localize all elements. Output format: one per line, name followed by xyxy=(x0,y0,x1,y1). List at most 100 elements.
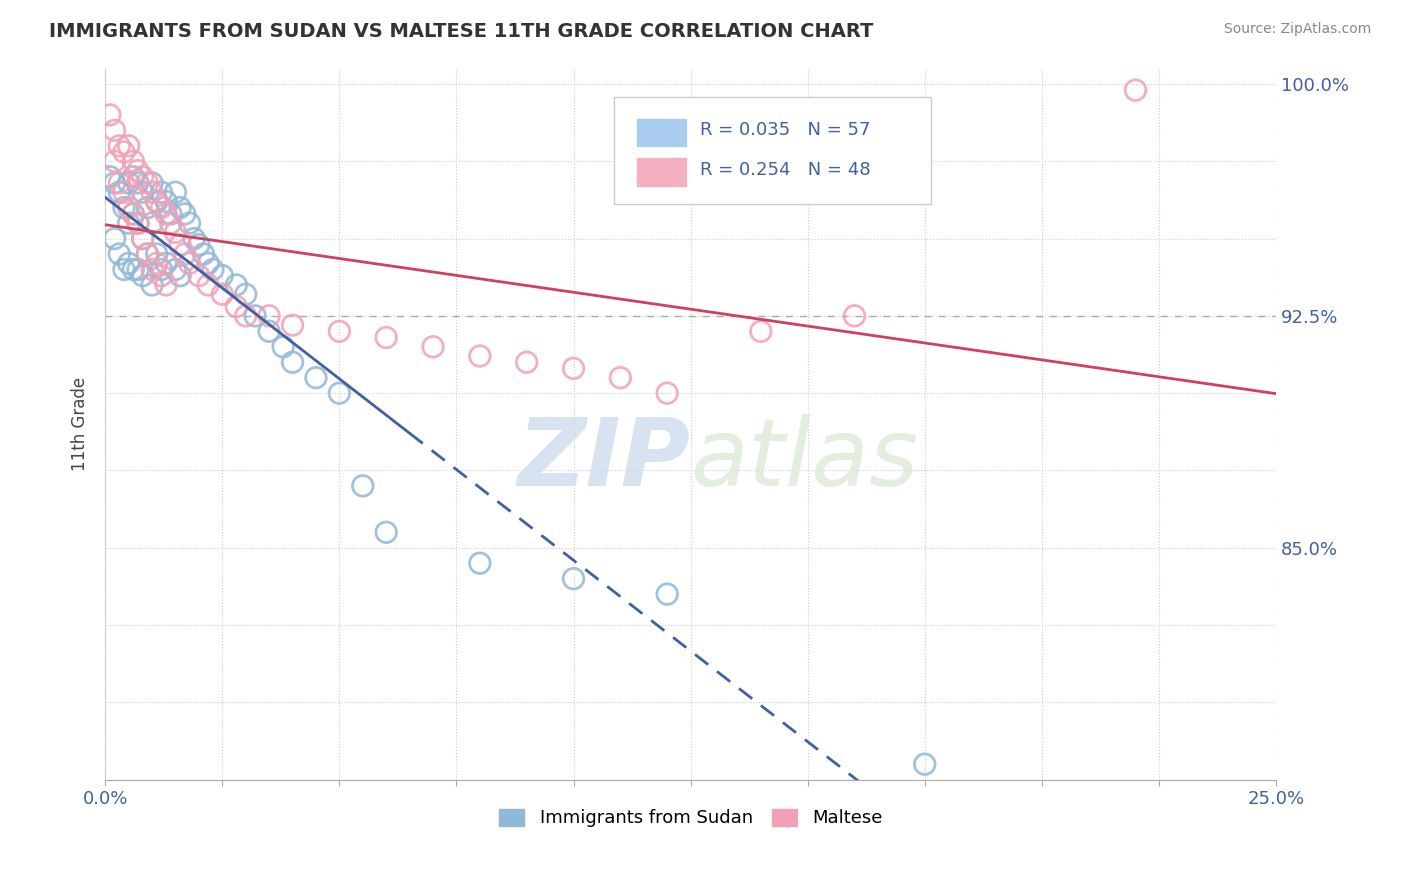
Point xyxy=(103,154,125,169)
Point xyxy=(187,268,209,283)
Point xyxy=(225,300,247,314)
Point xyxy=(131,231,153,245)
Point xyxy=(179,256,201,270)
Text: Source: ZipAtlas.com: Source: ZipAtlas.com xyxy=(1223,22,1371,37)
Point xyxy=(127,262,149,277)
Point xyxy=(150,201,173,215)
Point xyxy=(243,309,266,323)
Point xyxy=(108,247,131,261)
Point xyxy=(352,479,374,493)
Point xyxy=(422,340,444,354)
Point xyxy=(117,216,139,230)
Point xyxy=(103,123,125,137)
Point xyxy=(281,355,304,369)
Point xyxy=(173,247,195,261)
Point xyxy=(914,757,936,772)
Point xyxy=(141,262,163,277)
Point xyxy=(127,216,149,230)
Point xyxy=(197,277,219,292)
FancyBboxPatch shape xyxy=(614,97,931,203)
Point xyxy=(141,176,163,190)
Point xyxy=(145,247,167,261)
Point xyxy=(122,262,145,277)
Point xyxy=(271,340,294,354)
Point xyxy=(562,361,585,376)
Point xyxy=(145,194,167,209)
Point xyxy=(257,324,280,338)
Point xyxy=(197,256,219,270)
Point xyxy=(211,287,233,301)
FancyBboxPatch shape xyxy=(636,157,688,187)
Point xyxy=(155,277,177,292)
Point xyxy=(122,169,145,184)
Point xyxy=(127,163,149,178)
Point xyxy=(328,324,350,338)
Point xyxy=(235,309,257,323)
Point xyxy=(159,216,181,230)
Point xyxy=(749,324,772,338)
Point xyxy=(136,201,159,215)
Point xyxy=(1125,83,1147,97)
Point xyxy=(187,237,209,252)
Point xyxy=(141,185,163,199)
Text: ZIP: ZIP xyxy=(517,414,690,506)
Point xyxy=(159,207,181,221)
Point xyxy=(211,268,233,283)
Point xyxy=(141,277,163,292)
Point xyxy=(375,330,398,344)
Point xyxy=(131,185,153,199)
Point xyxy=(117,176,139,190)
Point xyxy=(112,262,135,277)
Point xyxy=(305,370,328,384)
Point xyxy=(375,525,398,540)
Point xyxy=(122,207,145,221)
Point xyxy=(150,185,173,199)
Point xyxy=(609,370,631,384)
Point xyxy=(108,185,131,199)
Point xyxy=(145,256,167,270)
Point xyxy=(150,262,173,277)
Point xyxy=(150,268,173,283)
Point xyxy=(169,268,191,283)
Text: IMMIGRANTS FROM SUDAN VS MALTESE 11TH GRADE CORRELATION CHART: IMMIGRANTS FROM SUDAN VS MALTESE 11TH GR… xyxy=(49,22,873,41)
Point xyxy=(844,309,866,323)
Legend: Immigrants from Sudan, Maltese: Immigrants from Sudan, Maltese xyxy=(491,801,890,835)
Point xyxy=(257,309,280,323)
Point xyxy=(468,556,491,570)
Point xyxy=(165,262,187,277)
Point xyxy=(225,277,247,292)
Point xyxy=(193,247,215,261)
Point xyxy=(108,176,131,190)
Point xyxy=(165,185,187,199)
Point xyxy=(122,154,145,169)
Point xyxy=(328,386,350,401)
Point xyxy=(98,169,121,184)
Point xyxy=(108,138,131,153)
Point xyxy=(179,216,201,230)
Point xyxy=(112,201,135,215)
FancyBboxPatch shape xyxy=(636,118,688,147)
Point xyxy=(169,237,191,252)
Point xyxy=(235,287,257,301)
Point xyxy=(155,194,177,209)
Point xyxy=(145,194,167,209)
Point xyxy=(169,201,191,215)
Point xyxy=(155,207,177,221)
Point xyxy=(516,355,538,369)
Point xyxy=(112,185,135,199)
Point xyxy=(165,226,187,240)
Point xyxy=(468,349,491,363)
Point xyxy=(131,268,153,283)
Point xyxy=(173,207,195,221)
Point xyxy=(281,318,304,332)
Point xyxy=(657,587,679,601)
Point xyxy=(117,201,139,215)
Text: R = 0.254   N = 48: R = 0.254 N = 48 xyxy=(700,161,870,179)
Point xyxy=(155,256,177,270)
Point xyxy=(117,138,139,153)
Point xyxy=(141,216,163,230)
Point xyxy=(122,207,145,221)
Point xyxy=(201,262,224,277)
Text: R = 0.035   N = 57: R = 0.035 N = 57 xyxy=(700,121,870,139)
Point xyxy=(127,216,149,230)
